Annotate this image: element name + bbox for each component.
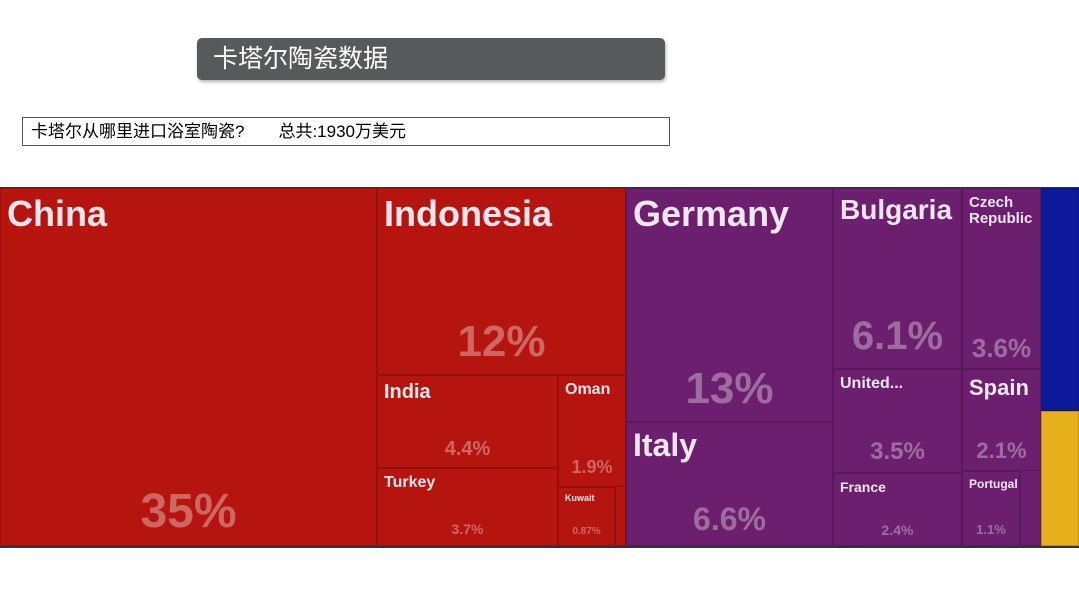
tile-label: Spain	[969, 375, 1029, 400]
tile-label: Turkey	[384, 474, 436, 491]
tile: Portugal 1.1%	[962, 471, 1020, 546]
tile: Turkey 3.7%	[377, 468, 558, 546]
title: 卡塔尔陶瓷数据	[197, 38, 665, 80]
tile-label: Oman	[565, 381, 611, 398]
sliver	[1020, 470, 1041, 546]
tile: Oman 1.9%	[558, 375, 626, 487]
value-label: 12%	[457, 316, 546, 366]
tile-label: Bulgaria	[840, 194, 953, 225]
tile-label: Indonesia	[384, 193, 553, 234]
value-label: 35%	[140, 484, 237, 538]
block	[1041, 188, 1079, 411]
tile-label: Portugal	[969, 477, 1018, 491]
tile: Indonesia 12%	[377, 188, 626, 375]
block	[1041, 411, 1079, 546]
tile: Italy 6.6%	[626, 422, 833, 546]
tile-label: Italy	[633, 427, 698, 463]
treemap: China 35% Indonesia 12% India 4.4% Oman 1.9% Tur…	[0, 187, 1079, 548]
tile-label: Czech Republic	[969, 194, 1033, 227]
value-label: 3.5%	[870, 438, 925, 466]
tile: United... 3.5%	[833, 369, 962, 473]
tile: France 2.4%	[833, 473, 962, 546]
value-label: 2.1%	[976, 437, 1027, 463]
value-label: 6.1%	[851, 313, 944, 358]
value-label: 0.87%	[572, 526, 601, 538]
value-label: 2.4%	[881, 521, 914, 538]
tile: India 4.4%	[377, 375, 558, 468]
value-label: 1.9%	[571, 456, 613, 477]
tile: Bulgaria 6.1%	[833, 188, 962, 369]
tile: Spain 2.1%	[962, 369, 1041, 471]
tile-label: United...	[840, 375, 904, 392]
tile-label: India	[384, 381, 431, 403]
tile: Czech Republic 3.6%	[962, 188, 1041, 369]
tile-label: France	[840, 479, 886, 495]
sliver	[615, 486, 626, 546]
tile: China 35%	[0, 188, 377, 546]
value-label: 1.1%	[976, 521, 1006, 537]
value-label: 3.7%	[451, 520, 484, 537]
tile-label: China	[7, 193, 108, 234]
subtitle: 卡塔尔从哪里进口浴室陶瓷? 总共:1930万美元	[22, 117, 670, 146]
value-label: 3.6%	[971, 333, 1032, 364]
tile-label: Germany	[633, 193, 790, 234]
tile: Germany 13%	[626, 188, 833, 422]
value-label: 6.6%	[693, 501, 766, 538]
tile: Kuwait 0.87%	[558, 487, 615, 546]
value-label: 13%	[685, 363, 774, 413]
value-label: 4.4%	[444, 437, 491, 460]
tile-label: Kuwait	[565, 493, 595, 503]
